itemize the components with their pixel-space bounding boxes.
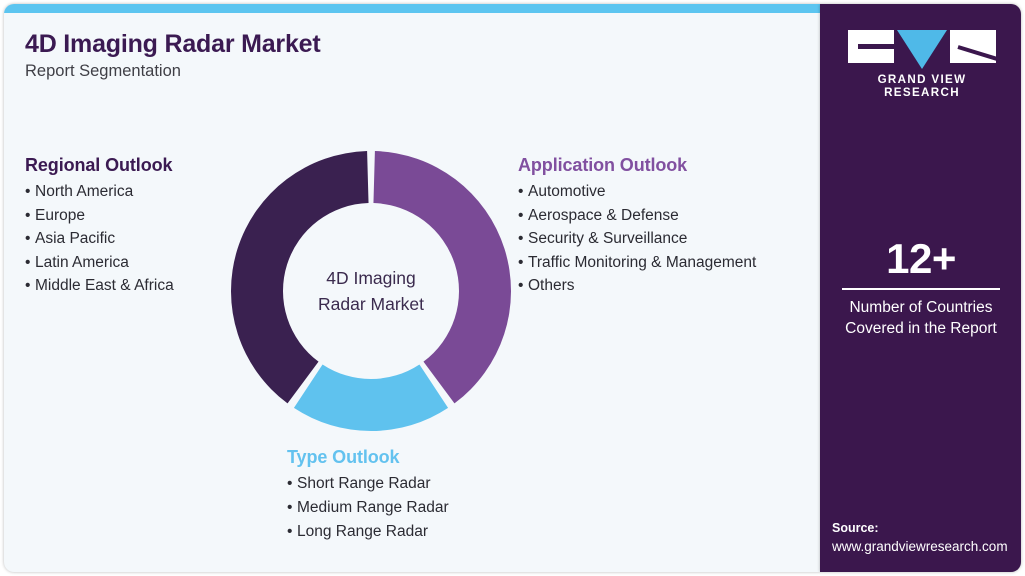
- list-item: Aerospace & Defense: [518, 204, 818, 228]
- type-outlook-heading: Type Outlook: [287, 447, 400, 467]
- logo-wordmark: GRAND VIEW RESEARCH: [877, 73, 967, 99]
- list-item: Traffic Monitoring & Management: [518, 251, 818, 275]
- donut-segment: [373, 151, 511, 404]
- source-url[interactable]: www.grandviewresearch.com: [832, 539, 1008, 554]
- stat-label-line-1: Number of Countries: [849, 298, 993, 316]
- donut-segment: [293, 364, 449, 431]
- list-item: Asia Pacific: [25, 227, 275, 251]
- segmentation-donut-chart: 4D Imaging Radar Market: [226, 146, 516, 436]
- list-item: Security & Surveillance: [518, 227, 818, 251]
- list-item: Europe: [25, 204, 275, 228]
- list-item: Automotive: [518, 180, 818, 204]
- countries-stat: 12+ Number of Countries Covered in the R…: [842, 236, 1000, 339]
- stat-value: 12+: [886, 235, 956, 282]
- regional-outlook-list: North America Europe Asia Pacific Latin …: [25, 180, 275, 298]
- logo-marks: [848, 30, 996, 69]
- logo-r-icon: [950, 30, 996, 63]
- application-outlook-list: Automotive Aerospace & Defense Security …: [518, 180, 818, 298]
- page-subtitle: Report Segmentation: [25, 62, 181, 80]
- stat-label: Number of Countries Covered in the Repor…: [842, 297, 1000, 339]
- list-item: Others: [518, 274, 818, 298]
- page-title: 4D Imaging Radar Market: [25, 30, 321, 58]
- stat-divider: [842, 288, 1000, 290]
- list-item: Latin America: [25, 251, 275, 275]
- application-outlook-heading: Application Outlook: [518, 155, 688, 175]
- list-item: Middle East & Africa: [25, 274, 275, 298]
- type-outlook-block: Type Outlook Short Range Radar Medium Ra…: [287, 447, 547, 544]
- donut-segment: [231, 151, 369, 404]
- source-title: Source:: [832, 521, 879, 535]
- list-item: Long Range Radar: [287, 520, 547, 544]
- main-content-card: 4D Imaging Radar Market Report Segmentat…: [4, 4, 820, 572]
- source-block: Source: www.grandviewresearch.com: [832, 520, 1021, 556]
- brand-side-panel: GRAND VIEW RESEARCH 12+ Number of Countr…: [820, 4, 1021, 572]
- regional-outlook-block: Regional Outlook North America Europe As…: [25, 155, 275, 298]
- regional-outlook-heading: Regional Outlook: [25, 155, 173, 175]
- type-outlook-list: Short Range Radar Medium Range Radar Lon…: [287, 472, 547, 544]
- stat-label-line-2: Covered in the Report: [845, 319, 997, 337]
- donut-svg: [231, 151, 511, 431]
- gvr-logo: GRAND VIEW RESEARCH: [848, 30, 996, 99]
- top-accent-bar: [4, 4, 820, 13]
- list-item: Short Range Radar: [287, 472, 547, 496]
- list-item: Medium Range Radar: [287, 496, 547, 520]
- logo-g-icon: [848, 30, 894, 63]
- application-outlook-block: Application Outlook Automotive Aerospace…: [518, 155, 818, 298]
- list-item: North America: [25, 180, 275, 204]
- logo-v-triangle-icon: [897, 30, 947, 69]
